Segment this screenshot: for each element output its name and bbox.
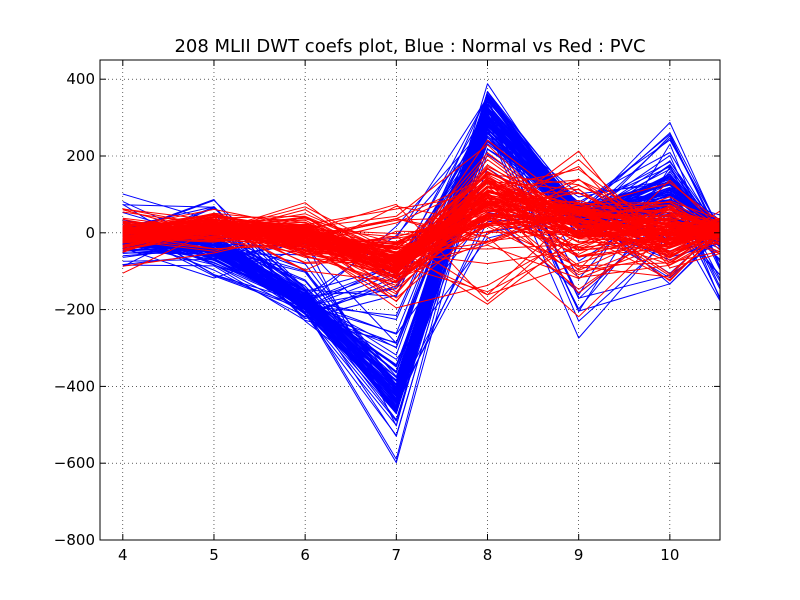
x-axis-tick-labels: 4 5 6 7 8 9 10 [118, 546, 679, 564]
normal-beat-line [122, 96, 720, 302]
pvc-beat-line [122, 209, 720, 296]
x-tick-label-6: 6 [300, 546, 310, 564]
axis-ticks [100, 60, 720, 541]
x-tick-label-8: 8 [483, 546, 493, 564]
series-pvc [122, 139, 720, 318]
y-tick-label-2: −400 [54, 377, 95, 395]
pvc-beat-line [122, 231, 720, 279]
pvc-beat-line [122, 205, 720, 253]
y-axis-tick-labels: −800 −600 −400 −200 0 200 400 [54, 70, 95, 549]
pvc-beat-line [122, 215, 720, 276]
x-tick-label-7: 7 [392, 546, 402, 564]
pvc-beat-line [122, 179, 720, 260]
pvc-beat-line [122, 208, 720, 269]
plot-frame [99, 59, 721, 541]
pvc-beat-line [122, 210, 720, 305]
series-lines [122, 83, 720, 464]
pvc-beat-line [122, 179, 720, 269]
pvc-beat-line [122, 190, 720, 284]
normal-beat-line [122, 155, 720, 401]
pvc-beat-line [122, 179, 720, 293]
x-tick-label-5: 5 [209, 546, 219, 564]
pvc-beat-line [122, 144, 720, 248]
y-tick-label-5: 200 [66, 147, 95, 165]
x-tick-label-10: 10 [660, 546, 679, 564]
pvc-beat-line [122, 206, 720, 262]
normal-beat-line [122, 128, 720, 396]
pvc-beat-line [122, 192, 720, 259]
pvc-beat-line [122, 194, 720, 245]
y-tick-label-6: 400 [66, 70, 95, 88]
x-tick-label-4: 4 [118, 546, 128, 564]
pvc-beat-line [122, 222, 720, 250]
chart-title: 208 MLII DWT coefs plot, Blue : Normal v… [174, 36, 645, 57]
y-tick-label-4: 0 [85, 224, 95, 242]
normal-beat-line [122, 121, 720, 309]
x-tick-label-9: 9 [574, 546, 584, 564]
y-tick-label-3: −200 [54, 301, 95, 319]
pvc-beat-line [122, 203, 720, 302]
y-tick-label-1: −600 [54, 454, 95, 472]
y-tick-label-0: −800 [54, 531, 95, 549]
